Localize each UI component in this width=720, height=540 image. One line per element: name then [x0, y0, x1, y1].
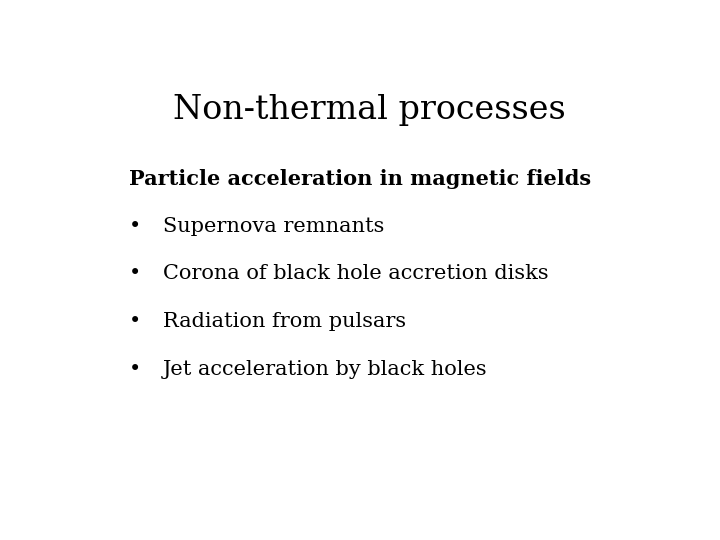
- Text: •: •: [129, 217, 141, 235]
- Text: •: •: [129, 312, 141, 331]
- Text: •: •: [129, 265, 141, 284]
- Text: Jet acceleration by black holes: Jet acceleration by black holes: [163, 360, 487, 379]
- Text: Non-thermal processes: Non-thermal processes: [173, 94, 565, 126]
- Text: Corona of black hole accretion disks: Corona of black hole accretion disks: [163, 265, 548, 284]
- Text: Supernova remnants: Supernova remnants: [163, 217, 384, 235]
- Text: Radiation from pulsars: Radiation from pulsars: [163, 312, 405, 331]
- Text: Particle acceleration in magnetic fields: Particle acceleration in magnetic fields: [129, 168, 591, 189]
- Text: •: •: [129, 360, 141, 379]
